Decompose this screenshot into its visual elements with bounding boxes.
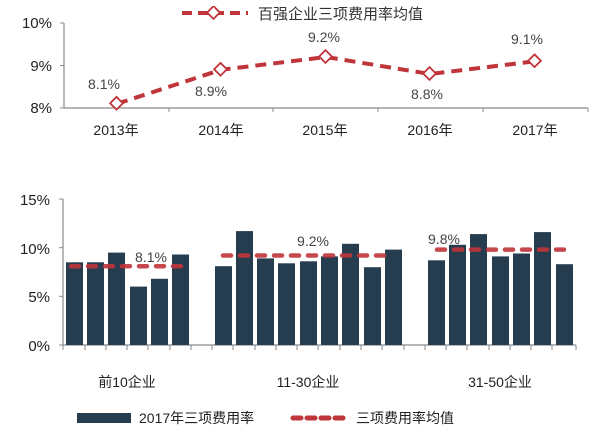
group-label: 11-30企业 bbox=[276, 374, 340, 390]
dashed-diamond-legend-icon bbox=[182, 6, 248, 20]
dashed-line-swatch-icon bbox=[290, 415, 348, 421]
x-tick-label: 2014年 bbox=[198, 122, 243, 138]
bar bbox=[108, 252, 125, 345]
y-tick-label: 10% bbox=[20, 241, 50, 258]
x-tick-label: 2017年 bbox=[512, 122, 557, 138]
bar bbox=[278, 263, 295, 345]
bar-group-31-50 bbox=[428, 232, 573, 345]
bar bbox=[66, 262, 83, 345]
x-tick-label: 2016年 bbox=[407, 122, 452, 138]
bar bbox=[215, 266, 232, 345]
point-label: 8.8% bbox=[411, 86, 443, 102]
bar bbox=[534, 232, 551, 345]
y-tick-label: 9% bbox=[30, 58, 52, 75]
y-tick-label: 8% bbox=[30, 100, 52, 117]
point-label: 8.1% bbox=[88, 76, 120, 92]
bar bbox=[172, 254, 189, 345]
bar bbox=[300, 261, 317, 345]
bar bbox=[513, 253, 530, 345]
y-tick-label: 0% bbox=[28, 338, 50, 355]
bar bbox=[364, 267, 381, 345]
legend-item-line: 三项费用率均值 bbox=[290, 408, 454, 428]
line-series bbox=[116, 54, 536, 106]
mean-label: 8.1% bbox=[135, 249, 167, 265]
mean-label: 9.2% bbox=[297, 233, 329, 249]
legend-line-label: 三项费用率均值 bbox=[356, 410, 454, 426]
group-label: 前10企业 bbox=[98, 374, 156, 390]
top-legend-label: 百强企业三项费用率均值 bbox=[258, 5, 424, 23]
bar bbox=[449, 244, 466, 345]
diamond-marker-icon bbox=[317, 48, 334, 65]
line-chart: 10% 9% 8% 8.1% 8.9% 9.2% 8.8% 9.1% 2013年… bbox=[22, 15, 589, 138]
bar bbox=[342, 243, 359, 345]
point-label: 9.2% bbox=[308, 29, 340, 45]
bar bbox=[321, 256, 338, 345]
bar bbox=[385, 249, 402, 345]
bar-swatch-icon bbox=[77, 413, 131, 423]
x-tick-label: 2015年 bbox=[302, 122, 347, 138]
bar bbox=[87, 262, 104, 345]
point-label: 8.9% bbox=[195, 83, 227, 99]
diamond-marker-icon bbox=[212, 61, 229, 77]
bar bbox=[151, 278, 168, 345]
bar bbox=[257, 258, 274, 345]
diamond-marker-icon bbox=[526, 53, 543, 69]
x-tick-label: 2013年 bbox=[93, 122, 138, 138]
group-label: 31-50企业 bbox=[468, 374, 532, 390]
top-chart-legend: 百强企业三项费用率均值 bbox=[180, 3, 423, 23]
legend-item-bar: 2017年三项费用率 bbox=[77, 408, 254, 428]
x-axis-ticks bbox=[62, 345, 577, 350]
mean-label: 9.8% bbox=[428, 231, 460, 247]
diamond-markers bbox=[108, 48, 543, 111]
y-tick-label: 10% bbox=[22, 15, 52, 32]
bar bbox=[556, 264, 573, 345]
legend-bar-label: 2017年三项费用率 bbox=[139, 410, 255, 426]
bar-group-11-30 bbox=[215, 231, 402, 345]
bar-chart: 15% 10% 5% 0% bbox=[20, 192, 577, 355]
y-tick-label: 15% bbox=[20, 192, 50, 209]
bottom-chart-legend: 2017年三项费用率 三项费用率均值 bbox=[0, 408, 600, 430]
bar-group-top10 bbox=[66, 252, 189, 345]
bar bbox=[470, 234, 487, 345]
bar bbox=[236, 231, 253, 345]
point-label: 9.1% bbox=[511, 31, 543, 47]
y-tick-label: 5% bbox=[28, 289, 50, 306]
bar bbox=[492, 256, 509, 345]
bar bbox=[130, 286, 147, 345]
bar bbox=[428, 260, 445, 345]
diamond-marker-icon bbox=[421, 65, 438, 82]
diamond-marker-icon bbox=[108, 95, 125, 111]
